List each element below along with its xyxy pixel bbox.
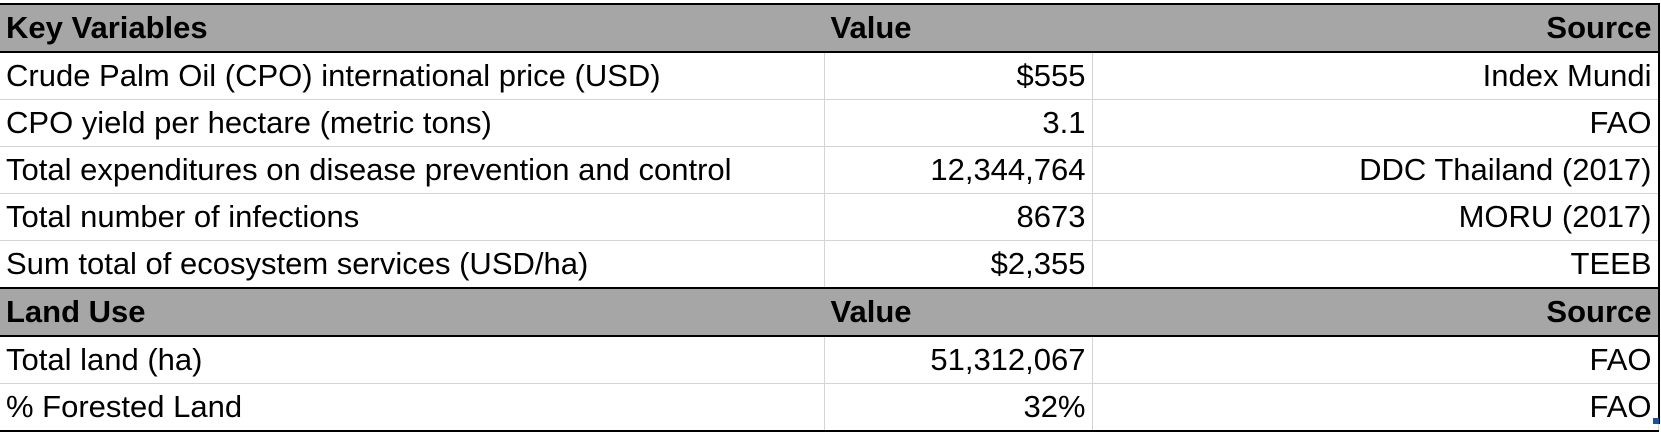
source-cell[interactable]: DDC Thailand (2017): [1092, 146, 1659, 194]
selection-fill-handle[interactable]: [1653, 418, 1659, 424]
header-cell-value[interactable]: Value: [824, 287, 1093, 337]
value-cell[interactable]: 8673: [824, 193, 1093, 241]
header-cell-source[interactable]: Source: [1092, 3, 1659, 53]
variable-cell[interactable]: % Forested Land: [0, 383, 825, 432]
source-cell[interactable]: TEEB: [1092, 240, 1659, 289]
table-row: Total number of infections 8673 MORU (20…: [0, 193, 1659, 241]
table-right-border: [1658, 3, 1660, 424]
data-table: Key Variables Value Source Crude Palm Oi…: [0, 3, 1659, 432]
table-row: Crude Palm Oil (CPO) international price…: [0, 52, 1659, 100]
variable-cell[interactable]: Total number of infections: [0, 193, 825, 241]
variable-cell[interactable]: CPO yield per hectare (metric tons): [0, 99, 825, 147]
table-row: Sum total of ecosystem services (USD/ha)…: [0, 240, 1659, 289]
header-cell-key-variables[interactable]: Key Variables: [0, 3, 825, 53]
section-header-row: Land Use Value Source: [0, 287, 1659, 337]
table-row: CPO yield per hectare (metric tons) 3.1 …: [0, 99, 1659, 147]
section-header-row: Key Variables Value Source: [0, 3, 1659, 53]
source-cell[interactable]: Index Mundi: [1092, 52, 1659, 100]
source-cell[interactable]: FAO: [1092, 336, 1659, 384]
table-row: Total expenditures on disease prevention…: [0, 146, 1659, 194]
source-cell[interactable]: FAO: [1092, 383, 1659, 432]
value-cell[interactable]: $555: [824, 52, 1093, 100]
header-cell-land-use[interactable]: Land Use: [0, 287, 825, 337]
value-cell[interactable]: 51,312,067: [824, 336, 1093, 384]
table-row: Total land (ha) 51,312,067 FAO: [0, 336, 1659, 384]
variable-cell[interactable]: Crude Palm Oil (CPO) international price…: [0, 52, 825, 100]
value-cell[interactable]: 3.1: [824, 99, 1093, 147]
value-cell[interactable]: 32%: [824, 383, 1093, 432]
header-cell-source[interactable]: Source: [1092, 287, 1659, 337]
value-cell[interactable]: $2,355: [824, 240, 1093, 289]
variable-cell[interactable]: Total land (ha): [0, 336, 825, 384]
value-cell[interactable]: 12,344,764: [824, 146, 1093, 194]
header-cell-value[interactable]: Value: [824, 3, 1093, 53]
source-cell[interactable]: MORU (2017): [1092, 193, 1659, 241]
source-cell[interactable]: FAO: [1092, 99, 1659, 147]
variable-cell[interactable]: Total expenditures on disease prevention…: [0, 146, 825, 194]
variable-cell[interactable]: Sum total of ecosystem services (USD/ha): [0, 240, 825, 289]
table-row: % Forested Land 32% FAO: [0, 383, 1659, 432]
